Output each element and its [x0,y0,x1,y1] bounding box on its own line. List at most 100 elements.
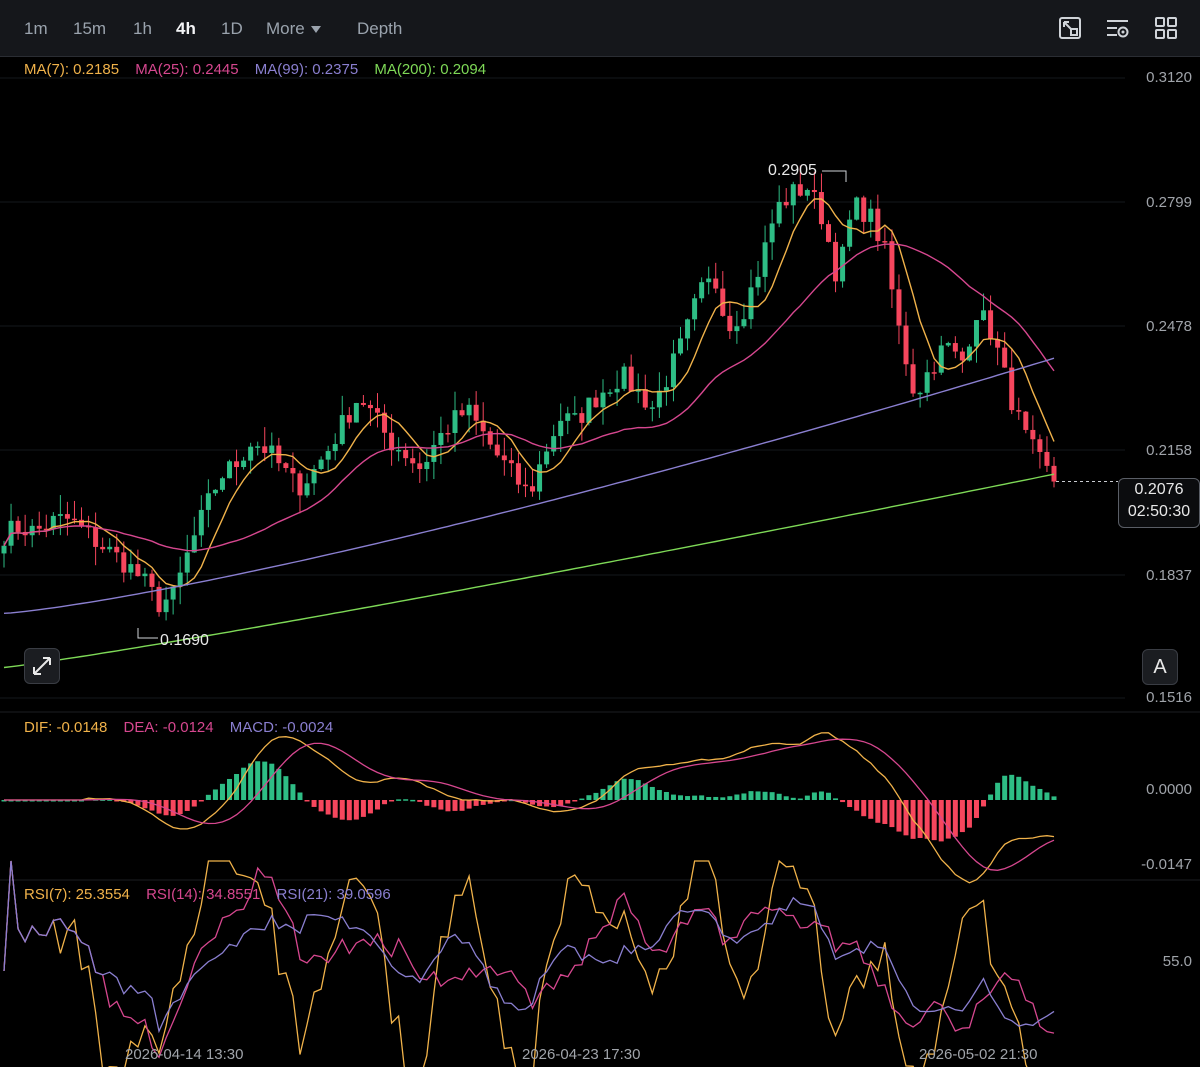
timeframe-1m[interactable]: 1m [24,19,48,38]
depth-tab[interactable]: Depth [357,19,403,38]
candle-body [670,353,676,388]
candle-body [952,343,958,352]
candle-body [508,460,514,464]
candle-body [854,197,860,220]
macd-bar [452,800,458,811]
candle-body [156,586,162,613]
high-leader [822,170,847,182]
candle-body [290,468,296,474]
macd-bar [1051,796,1057,800]
candle-body [121,552,127,573]
candle-body [311,468,317,484]
more-dropdown[interactable]: More [266,19,321,39]
timeframe-1d[interactable]: 1D [221,19,243,38]
macd-bar [36,800,42,802]
macd-bar [938,800,944,842]
candle-body [227,461,233,479]
timeframe-4h[interactable]: 4h [176,19,196,38]
macd-legend: DIF: -0.0148 DEA: -0.0124 MACD: -0.0024 [24,719,345,736]
macd-bar [649,786,655,800]
macd-tick: 0.0000 [1146,781,1192,798]
legend-ma200: MA(200): 0.2094 [374,61,487,78]
price-tick: 0.2158 [1146,442,1192,459]
macd-bar [332,800,338,818]
timeframe-15m[interactable]: 15m [73,19,107,38]
macd-bar [431,800,437,808]
candle-body [304,483,310,496]
candle-body [769,223,775,243]
more-label: More [266,19,305,38]
macd-bar [241,767,247,800]
candle-body [248,446,254,461]
macd-bar [50,800,56,802]
rsi-tick: 55.0 [1162,953,1192,970]
rsi-legend: RSI(7): 25.3554 RSI(14): 34.8551 RSI(21)… [24,886,403,903]
candle-body [269,445,275,453]
candle-body [727,315,733,332]
time-tick: 2026-05-02 21:30 [919,1046,1038,1063]
low-leader [137,628,158,639]
auto-scale-button[interactable]: A [1142,649,1178,685]
candle-body [755,276,761,288]
fullscreen-chart-icon[interactable] [1056,14,1084,42]
candle-body [628,366,634,392]
macd-bar [396,799,402,801]
candle-body [93,527,99,547]
legend-ma99: MA(99): 0.2375 [254,61,359,78]
price-chart[interactable] [0,56,1200,1067]
candle-body [875,208,881,242]
candle-body [889,241,895,290]
candle-body [614,388,620,393]
candle-body [840,246,846,282]
macd-bar [1009,774,1015,800]
candle-body [15,520,21,532]
candle-body [1044,451,1050,466]
macd-bar [952,800,958,837]
macd-bar [339,800,345,820]
candle-body [262,446,268,453]
expand-button[interactable] [24,648,60,684]
macd-bar [945,800,951,839]
candle-body [184,552,190,573]
macd-bar [734,794,740,800]
legend-rsi21: RSI(21): 39.0596 [276,886,391,903]
macd-bar [670,794,676,800]
macd-bar [276,768,282,800]
macd-bar [15,800,21,802]
indicator-settings-icon[interactable] [1104,14,1132,42]
layout-grid-icon[interactable] [1152,14,1180,42]
current-price: 0.2076 [1134,481,1184,498]
macd-bar [931,800,937,841]
macd-bar [565,800,571,804]
candle-body [720,288,726,316]
macd-bar [720,797,726,800]
macd-tick: -0.0147 [1141,856,1192,873]
dea-line [4,738,1055,871]
macd-bar [790,797,796,800]
candle-body [741,319,747,327]
macd-bar [156,800,162,814]
legend-dea: DEA: -0.0124 [123,719,214,736]
macd-bar [283,776,289,800]
macd-bar [656,790,662,800]
candle-body [931,372,937,374]
macd-bar [804,795,810,800]
candle-body [924,372,930,393]
candle-body [191,535,197,553]
candle-body [29,525,35,536]
rsi21-line [3,860,1055,1034]
candle-body [917,392,923,395]
macd-bar [706,796,712,800]
price-tick: 0.2478 [1146,318,1192,335]
macd-bar [973,800,979,818]
macd-bar [868,800,874,819]
macd-bar [825,792,831,800]
timeframe-1h[interactable]: 1h [133,19,152,38]
candle-body [424,461,430,470]
macd-bar [988,794,994,800]
candle-body [177,572,183,587]
candle-body [1051,465,1057,482]
ma-legend: MA(7): 0.2185 MA(25): 0.2445 MA(99): 0.2… [24,61,498,78]
candle-countdown: 02:50:30 [1127,503,1191,520]
candle-body [360,402,366,405]
